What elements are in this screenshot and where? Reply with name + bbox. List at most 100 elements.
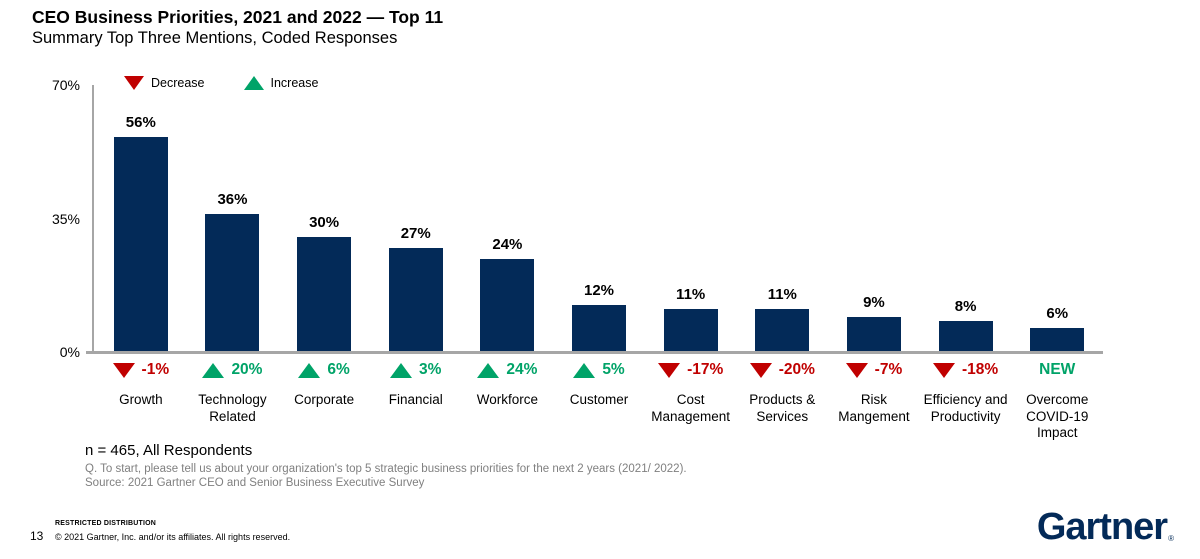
category-label: Customer <box>569 392 629 407</box>
legend-increase-label: Increase <box>270 76 319 90</box>
decrease-icon <box>112 362 135 378</box>
legend-decrease-label: Decrease <box>151 76 205 90</box>
restricted-distribution-label: RESTRICTED DISTRIBUTION <box>55 520 157 527</box>
category-label: Risk Mangement <box>838 392 910 424</box>
increase-icon <box>390 362 413 378</box>
category-label: Products & Services <box>749 392 816 424</box>
registered-mark: ® <box>1168 534 1174 543</box>
bar-column: 24% <box>462 85 554 351</box>
change-indicator: -18% <box>920 360 1012 380</box>
decrease-icon <box>658 362 681 378</box>
bar <box>480 259 535 351</box>
bar-column: 36% <box>187 85 279 351</box>
category-label: Cost Management <box>651 392 731 424</box>
bar-value-label: 36% <box>217 190 248 208</box>
change-label: 6% <box>327 361 350 378</box>
page-title: CEO Business Priorities, 2021 and 2022 —… <box>32 7 444 27</box>
bar-column: 56% <box>95 85 187 351</box>
bar <box>572 305 627 351</box>
increase-icon <box>202 362 225 378</box>
change-indicator: 3% <box>370 360 462 380</box>
increase-icon <box>573 362 596 378</box>
change-label: 24% <box>506 361 538 378</box>
bar-value-label: 56% <box>125 114 156 132</box>
bar-value-label: 24% <box>492 236 523 254</box>
change-indicator: NEW <box>1011 360 1103 380</box>
y-tick-label: 70% <box>51 77 80 93</box>
change-label: -18% <box>961 361 999 378</box>
category-label: Efficiency and Productivity <box>923 392 1008 424</box>
source-note: Source: 2021 Gartner CEO and Senior Busi… <box>85 477 425 489</box>
bar <box>388 248 443 351</box>
change-indicator: -1% <box>95 360 187 380</box>
bar-column: 6% <box>1011 85 1103 351</box>
bar <box>297 236 352 351</box>
question-note: Q. To start, please tell us about your o… <box>85 463 687 475</box>
bar-value-label: 27% <box>400 225 431 243</box>
change-label: -7% <box>874 361 903 378</box>
category-label: Financial <box>388 392 443 407</box>
change-indicator: 6% <box>278 360 370 380</box>
category-label: Growth <box>119 392 163 407</box>
bar-value-label: 8% <box>954 297 977 315</box>
change-label: NEW <box>1039 361 1076 378</box>
change-indicator: 20% <box>187 360 279 380</box>
change-indicator: -7% <box>828 360 920 380</box>
bar <box>846 316 901 351</box>
bar-column: 9% <box>828 85 920 351</box>
copyright-notice: © 2021 Gartner, Inc. and/or its affiliat… <box>55 532 291 542</box>
bar-value-label: 6% <box>1046 305 1069 323</box>
change-label: -20% <box>778 361 815 378</box>
bar-value-label: 9% <box>863 293 885 311</box>
decrease-icon <box>932 362 955 378</box>
change-label: -17% <box>687 361 724 378</box>
chart-legend: Decrease Increase <box>124 76 318 90</box>
bar-value-label: 11% <box>767 286 797 304</box>
bar-column: 27% <box>370 85 462 351</box>
decrease-icon <box>749 362 772 378</box>
bar-column: 8% <box>920 85 1012 351</box>
x-axis-line <box>86 351 1103 354</box>
bar <box>938 320 993 351</box>
change-indicators-row: -1% 20% 6% 3% 24% 5% -17% -20% -7% -18% NEW <box>95 360 1103 380</box>
change-indicator: -20% <box>736 360 828 380</box>
change-label: 20% <box>231 361 263 378</box>
category-label: Workforce <box>476 392 539 407</box>
bar-value-label: 30% <box>309 213 340 231</box>
bar <box>113 137 168 351</box>
bar <box>755 309 810 351</box>
page-subtitle: Summary Top Three Mentions, Coded Respon… <box>32 29 398 47</box>
bar <box>663 309 718 351</box>
bar-column: 30% <box>278 85 370 351</box>
decrease-icon <box>845 362 868 378</box>
y-tick-label: 35% <box>51 210 80 227</box>
y-tick-label: 0% <box>59 344 80 360</box>
gartner-logo: Gartner® <box>1036 506 1174 548</box>
increase-icon <box>243 76 264 90</box>
sample-size-note: n = 465, All Respondents <box>85 442 253 459</box>
change-label: -1% <box>141 361 170 378</box>
y-axis-line <box>92 85 94 353</box>
bar-value-label: 11% <box>676 286 706 304</box>
change-indicator: 5% <box>553 360 645 380</box>
change-label: 3% <box>419 361 442 378</box>
bar-value-label: 12% <box>584 282 615 300</box>
change-label: 5% <box>602 361 625 378</box>
bar <box>1030 328 1085 351</box>
increase-icon <box>298 362 321 378</box>
page-number: 13 <box>30 529 44 543</box>
bar-column: 11% <box>645 85 737 351</box>
category-label: Corporate <box>294 392 355 407</box>
category-labels-row: Growth Technology Related Corporate Financi… <box>95 392 1103 442</box>
bar-column: 11% <box>736 85 828 351</box>
bar-chart: 56% 36% 30% 27% 24% 12% 11% 11% 9% 8% 6% <box>95 85 1103 351</box>
bar <box>205 213 260 351</box>
change-indicator: 24% <box>462 360 554 380</box>
category-label: Overcome COVID-19 Impact <box>1026 392 1089 440</box>
decrease-icon <box>124 76 144 90</box>
category-label: Technology Related <box>198 392 267 424</box>
increase-icon <box>477 362 500 378</box>
bar-column: 12% <box>553 85 645 351</box>
change-indicator: -17% <box>645 360 737 380</box>
